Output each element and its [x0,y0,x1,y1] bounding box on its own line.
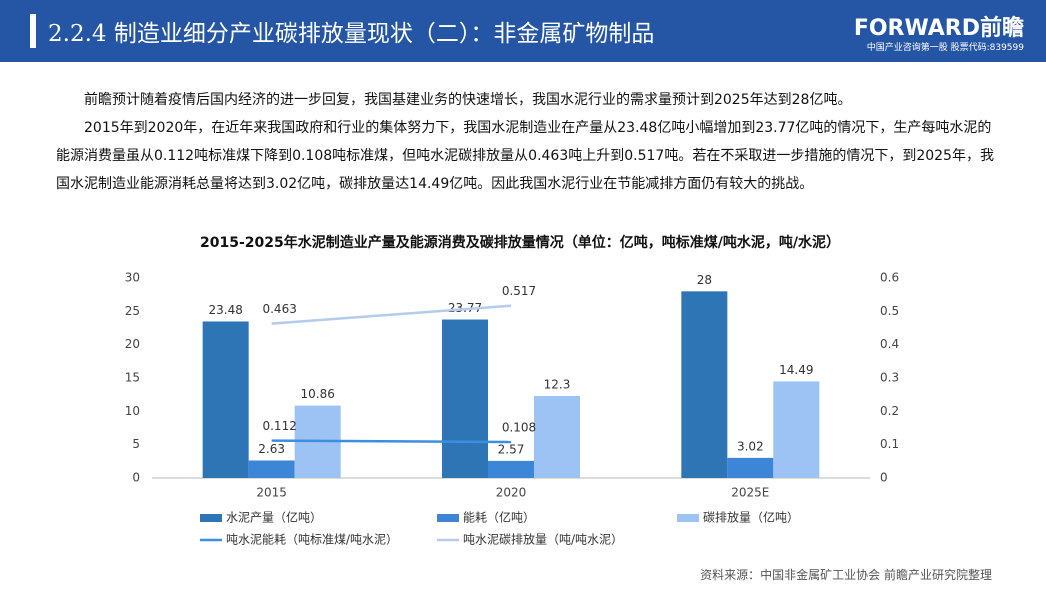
legend-label: 吨水泥能耗（吨标准煤/吨水泥） [226,533,398,547]
bar [773,381,820,478]
bar [248,460,295,478]
legend-swatch [677,514,699,522]
value-label: 0.463 [262,302,296,316]
value-label: 2.63 [258,442,285,456]
y2-tick-label: 0 [880,471,888,485]
value-label: 0.108 [502,421,536,435]
y2-tick-label: 0.6 [880,271,899,285]
y-tick-label: 15 [125,371,140,385]
header: 2.2.4 制造业细分产业碳排放量现状（二）：非金属矿物制品 FORWARD前瞻… [0,0,1046,62]
logo: FORWARD前瞻 [853,16,1024,41]
bar [681,291,728,478]
y-tick-label: 30 [125,271,140,285]
value-label: 12.3 [544,378,571,392]
value-label: 3.02 [737,439,764,453]
paragraph: 前瞻预计随着疫情后国内经济的进一步回复，我国基建业务的快速增长，我国水泥行业的需… [84,92,852,108]
value-label: 0.517 [502,284,536,298]
legend-swatch [437,514,459,522]
y-tick-label: 25 [125,304,140,318]
x-tick-label: 2020 [496,486,527,500]
x-tick-label: 2015 [256,486,287,500]
y2-tick-label: 0.1 [880,437,899,451]
header-title: 2.2.4 制造业细分产业碳排放量现状（二）：非金属矿物制品 [48,21,655,47]
value-label: 14.49 [779,363,813,377]
legend-swatch [200,514,222,522]
line [271,304,512,325]
legend-label: 吨水泥碳排放量（吨/吨水泥） [463,532,623,547]
legend-label: 水泥产量（亿吨） [226,510,322,525]
x-tick-label: 2025E [731,486,769,500]
value-label: 10.86 [300,387,334,401]
value-label: 28 [697,273,712,287]
y2-tick-label: 0.4 [880,337,899,351]
header-accent [30,14,36,48]
value-label: 23.48 [208,303,242,317]
y2-tick-label: 0.3 [880,371,899,385]
paragraph: 2015年到2020年，在近年来我国政府和行业的集体努力下，我国水泥制造业在产量… [56,120,994,192]
logo-subtitle: 中国产业咨询第一股 股票代码:839599 [866,43,1024,53]
y-tick-label: 10 [125,404,140,418]
bar [488,460,534,478]
value-label: 0.112 [262,419,296,433]
legend-label: 能耗（亿吨） [463,510,535,525]
value-label: 2.57 [498,442,525,456]
chart-title: 2015-2025年水泥制造业产量及能源消费及碳排放量情况（单位：亿吨，吨标准煤… [200,234,840,251]
y-tick-label: 0 [132,471,140,485]
y2-tick-label: 0.5 [880,304,899,318]
y-tick-label: 20 [125,337,140,351]
source: 资料来源：中国非金属矿工业协会 前瞻产业研究院整理 [700,568,992,582]
y-tick-label: 5 [132,437,140,451]
bar [534,396,580,478]
bar [442,319,488,478]
line [271,439,512,444]
bar [727,457,774,478]
y2-tick-label: 0.2 [880,404,899,418]
body-text: 前瞻预计随着疫情后国内经济的进一步回复，我国基建业务的快速增长，我国水泥行业的需… [56,86,1000,198]
legend-label: 碳排放量（亿吨） [703,510,799,525]
bar [202,321,249,478]
